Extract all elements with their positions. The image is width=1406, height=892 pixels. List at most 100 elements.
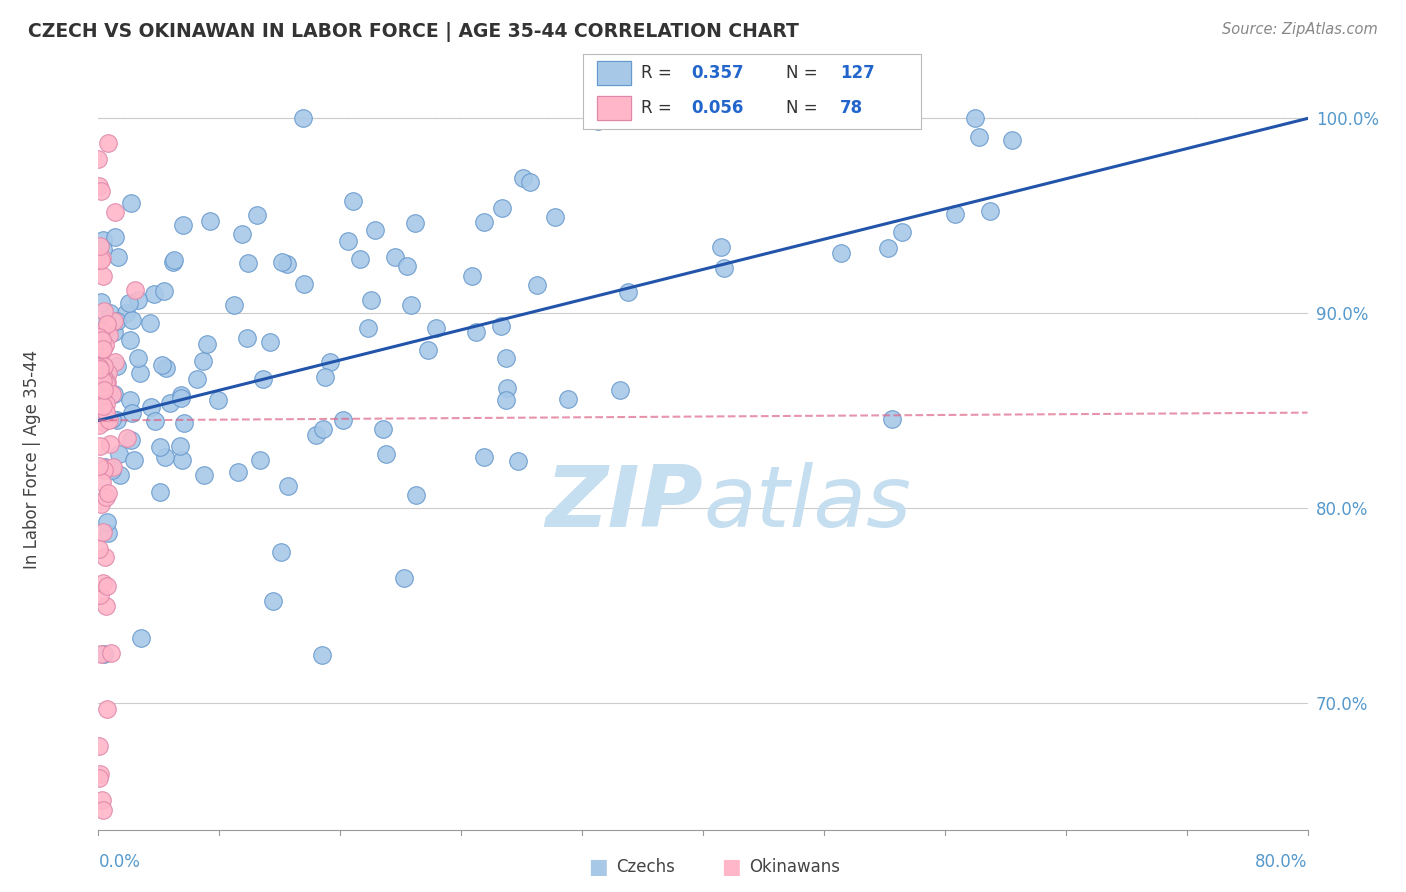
Point xyxy=(91,803,114,817)
Point xyxy=(312,422,335,436)
Point xyxy=(617,285,640,300)
Point xyxy=(90,253,112,268)
Point xyxy=(91,242,114,256)
Point xyxy=(425,321,447,335)
Point xyxy=(231,227,253,242)
Point xyxy=(91,524,114,539)
Point xyxy=(342,194,364,209)
Point xyxy=(94,396,117,410)
Point xyxy=(360,293,382,308)
Text: 0.056: 0.056 xyxy=(692,99,744,117)
Point xyxy=(91,399,114,413)
Point xyxy=(259,334,281,349)
Point xyxy=(226,465,249,479)
Point xyxy=(120,196,142,211)
Point xyxy=(292,277,315,291)
Point xyxy=(979,203,1001,218)
Point xyxy=(93,402,115,417)
Point xyxy=(90,342,112,356)
Point xyxy=(105,413,128,427)
Point xyxy=(124,283,146,297)
Point xyxy=(91,575,114,590)
Point xyxy=(89,459,111,474)
Point xyxy=(252,372,274,386)
Point xyxy=(491,201,513,215)
Point xyxy=(238,255,260,269)
Point xyxy=(96,515,118,529)
Point xyxy=(311,648,333,663)
Point xyxy=(90,384,112,398)
Point xyxy=(129,632,152,646)
Point xyxy=(121,313,143,327)
Point xyxy=(91,342,114,356)
Point xyxy=(170,453,193,467)
Point xyxy=(90,318,112,333)
Point xyxy=(91,359,114,373)
Point xyxy=(87,417,110,432)
Point xyxy=(153,450,176,465)
Text: 0.0%: 0.0% xyxy=(98,853,141,871)
Point xyxy=(170,388,193,402)
Point xyxy=(98,437,121,451)
Point xyxy=(337,234,360,248)
Point xyxy=(87,542,110,557)
Point xyxy=(222,298,245,312)
Point xyxy=(104,230,127,244)
Point xyxy=(710,240,733,254)
Point xyxy=(93,303,115,318)
Point xyxy=(93,462,115,476)
Point xyxy=(877,241,900,255)
Point xyxy=(93,388,115,402)
Point xyxy=(103,314,125,328)
Point xyxy=(114,306,136,320)
Point xyxy=(236,331,259,345)
Text: N =: N = xyxy=(786,64,817,82)
Point xyxy=(90,475,112,489)
Point xyxy=(101,412,124,426)
Point xyxy=(93,463,115,477)
Point xyxy=(145,415,167,429)
Point xyxy=(87,739,110,754)
Point xyxy=(172,218,194,232)
Point xyxy=(207,392,229,407)
Text: ■: ■ xyxy=(721,857,741,877)
Point xyxy=(91,268,114,283)
Point xyxy=(91,369,114,384)
Point xyxy=(965,112,987,126)
Point xyxy=(830,246,852,260)
Point xyxy=(396,259,419,273)
Point xyxy=(384,250,406,264)
Point xyxy=(557,392,579,407)
Text: CZECH VS OKINAWAN IN LABOR FORCE | AGE 35-44 CORRELATION CHART: CZECH VS OKINAWAN IN LABOR FORCE | AGE 3… xyxy=(28,22,799,42)
Point xyxy=(96,599,118,613)
Point xyxy=(159,396,181,410)
Point xyxy=(122,453,145,467)
Point xyxy=(142,286,165,301)
Text: Czechs: Czechs xyxy=(616,858,675,876)
Point xyxy=(118,393,141,408)
Point xyxy=(277,478,299,492)
Point xyxy=(91,342,114,356)
Point xyxy=(506,454,529,468)
Point xyxy=(91,374,114,388)
Point xyxy=(89,766,111,780)
Point xyxy=(90,497,112,511)
Point xyxy=(121,406,143,420)
Point xyxy=(357,320,380,334)
Point xyxy=(392,571,415,585)
Text: R =: R = xyxy=(641,99,672,117)
Point xyxy=(101,463,124,477)
Text: ZIP: ZIP xyxy=(546,462,703,545)
Point xyxy=(101,460,124,475)
Point xyxy=(89,362,111,376)
Text: R =: R = xyxy=(641,64,672,82)
Point xyxy=(127,293,149,307)
Point xyxy=(399,298,422,312)
Point xyxy=(98,305,121,319)
Point xyxy=(91,251,114,265)
Point xyxy=(967,129,990,144)
Point xyxy=(90,793,112,807)
Point xyxy=(98,327,121,342)
Point xyxy=(193,468,215,483)
Text: In Labor Force | Age 35-44: In Labor Force | Age 35-44 xyxy=(22,350,41,569)
